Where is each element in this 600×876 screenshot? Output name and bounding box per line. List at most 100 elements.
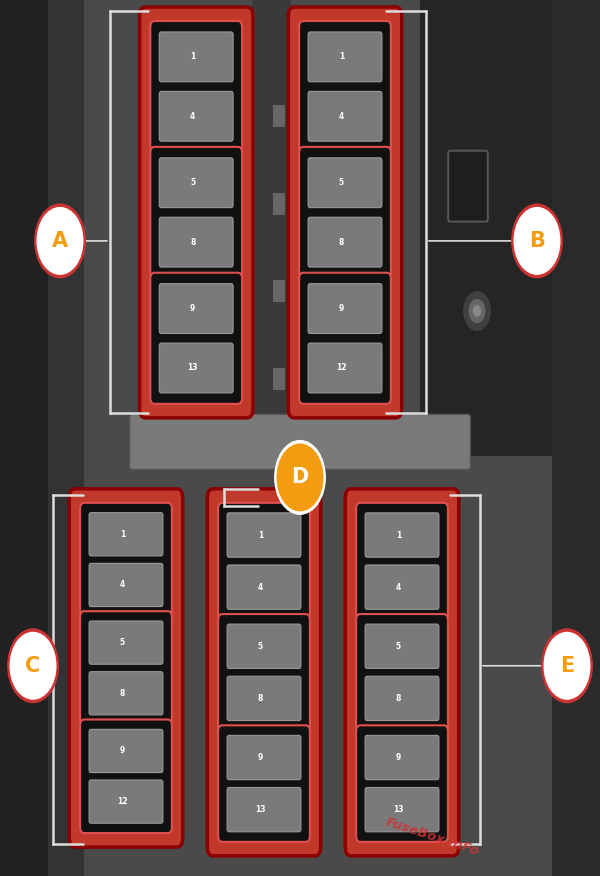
Text: 4: 4 [396,583,401,591]
FancyBboxPatch shape [218,725,310,842]
FancyBboxPatch shape [299,272,391,404]
FancyBboxPatch shape [227,676,301,721]
Circle shape [37,208,83,274]
FancyBboxPatch shape [160,91,233,141]
Text: 4: 4 [190,112,196,121]
Circle shape [473,306,481,316]
FancyBboxPatch shape [448,151,488,222]
Circle shape [277,444,323,511]
Text: 9: 9 [396,753,401,762]
Text: 5: 5 [396,642,401,651]
FancyBboxPatch shape [160,284,233,334]
FancyBboxPatch shape [89,563,163,606]
Text: 8: 8 [120,689,125,698]
FancyBboxPatch shape [365,512,439,557]
FancyBboxPatch shape [89,512,163,556]
Text: A: A [52,231,68,251]
FancyBboxPatch shape [80,611,172,724]
FancyBboxPatch shape [365,565,439,610]
FancyBboxPatch shape [227,512,301,557]
FancyBboxPatch shape [227,565,301,610]
FancyBboxPatch shape [89,730,163,773]
Circle shape [544,632,590,699]
Bar [273,193,285,215]
Text: 8: 8 [396,694,401,703]
Text: 1: 1 [258,531,263,540]
Text: 8: 8 [190,237,196,247]
FancyBboxPatch shape [89,780,163,823]
FancyBboxPatch shape [208,489,320,856]
FancyBboxPatch shape [299,21,391,152]
Circle shape [10,632,56,699]
Text: 8: 8 [339,237,344,247]
FancyBboxPatch shape [308,343,382,393]
FancyBboxPatch shape [365,624,439,668]
FancyBboxPatch shape [299,147,391,278]
FancyBboxPatch shape [80,719,172,833]
Text: 12: 12 [117,797,128,806]
FancyBboxPatch shape [151,147,242,278]
Text: 4: 4 [339,112,344,121]
Text: 1: 1 [190,53,196,61]
FancyBboxPatch shape [89,621,163,664]
FancyBboxPatch shape [89,672,163,715]
FancyBboxPatch shape [288,7,402,418]
Bar [273,105,285,127]
FancyBboxPatch shape [70,489,182,847]
Text: 8: 8 [258,694,263,703]
Text: 9: 9 [120,746,125,755]
FancyBboxPatch shape [346,489,459,856]
Bar [252,0,291,456]
Text: E: E [560,656,574,675]
Text: 9: 9 [339,304,344,313]
FancyBboxPatch shape [365,735,439,780]
Text: B: B [529,231,545,251]
FancyBboxPatch shape [160,32,233,81]
Circle shape [464,292,490,330]
Text: C: C [25,656,41,675]
FancyBboxPatch shape [218,614,310,731]
FancyBboxPatch shape [151,272,242,404]
FancyBboxPatch shape [130,414,470,470]
FancyBboxPatch shape [151,21,242,152]
Text: FuseBox.inFo: FuseBox.inFo [383,816,481,858]
Text: 5: 5 [120,638,125,647]
Text: 13: 13 [187,364,198,372]
Bar [273,280,285,302]
Bar [552,0,600,876]
Text: 9: 9 [190,304,196,313]
FancyBboxPatch shape [308,158,382,208]
FancyBboxPatch shape [356,614,448,731]
FancyBboxPatch shape [160,217,233,267]
FancyBboxPatch shape [365,676,439,721]
Circle shape [8,629,58,703]
Text: 5: 5 [190,178,195,187]
Bar [48,0,552,876]
Circle shape [542,629,592,703]
FancyBboxPatch shape [308,217,382,267]
Text: 9: 9 [258,753,263,762]
FancyBboxPatch shape [227,788,301,832]
Bar [0,0,48,876]
Bar [48,0,84,876]
FancyBboxPatch shape [356,503,448,619]
Text: 1: 1 [120,530,125,539]
Bar [420,0,552,456]
FancyBboxPatch shape [356,725,448,842]
FancyBboxPatch shape [160,343,233,393]
FancyBboxPatch shape [227,624,301,668]
Text: 5: 5 [339,178,344,187]
FancyBboxPatch shape [227,735,301,780]
FancyBboxPatch shape [308,91,382,141]
FancyBboxPatch shape [308,284,382,334]
FancyBboxPatch shape [139,7,253,418]
FancyBboxPatch shape [80,503,172,617]
Bar [273,368,285,390]
Text: 1: 1 [396,531,401,540]
Text: 13: 13 [393,805,404,814]
Text: 12: 12 [336,364,347,372]
Circle shape [469,300,485,322]
Text: D: D [292,468,308,487]
FancyBboxPatch shape [308,32,382,81]
Circle shape [512,204,562,278]
